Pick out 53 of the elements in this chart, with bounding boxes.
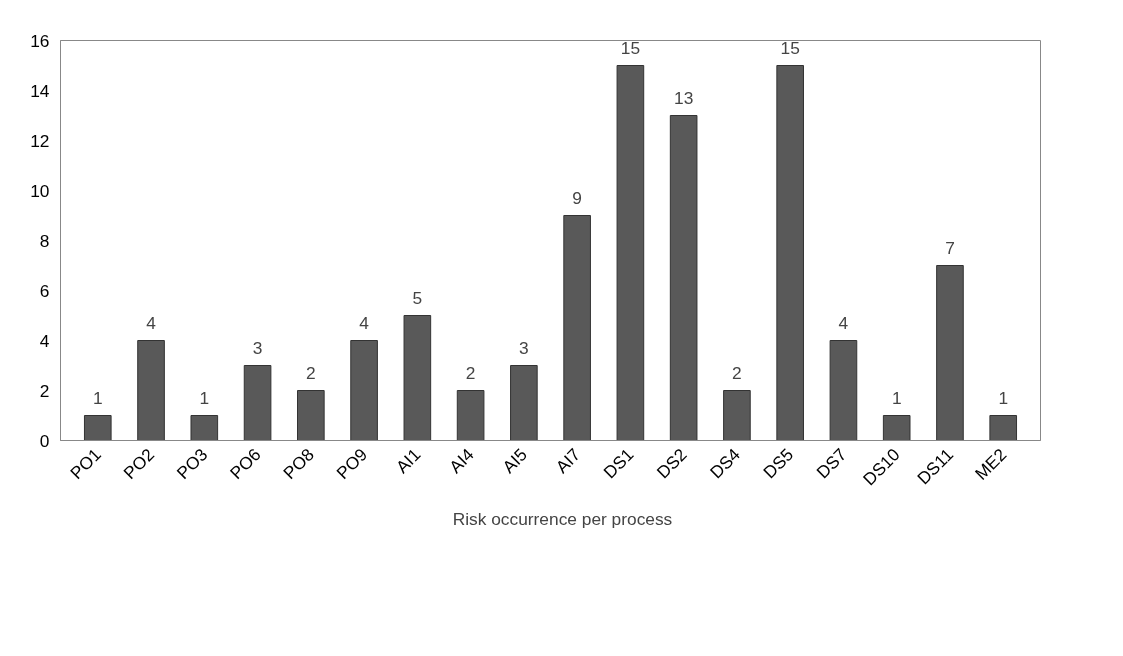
bar — [989, 415, 1018, 441]
data-label: 9 — [572, 187, 582, 208]
bar — [723, 390, 751, 441]
x-tick-label: DS1 — [599, 444, 638, 483]
bar — [403, 315, 432, 441]
bar — [350, 340, 378, 441]
y-tick-label: 4 — [39, 330, 50, 351]
bar — [137, 340, 165, 441]
data-label: 2 — [306, 362, 316, 383]
text: Risk occurrence per process — [452, 508, 673, 530]
y-tick-label: 12 — [30, 130, 50, 151]
x-tick-label: PO1 — [66, 444, 105, 484]
data-label: 13 — [674, 87, 694, 108]
bar — [243, 365, 272, 441]
data-label: 4 — [359, 312, 370, 333]
bar — [297, 390, 325, 441]
data-label: 15 — [780, 37, 800, 58]
y-tick-label: 6 — [39, 280, 50, 301]
data-label: 1 — [998, 387, 1009, 408]
data-label: 4 — [838, 312, 849, 333]
y-tick-label: 14 — [30, 80, 50, 101]
bar — [936, 265, 964, 441]
y-tick-label: 16 — [30, 30, 50, 51]
bar — [882, 415, 911, 441]
x-tick-label: DS2 — [652, 444, 691, 483]
x-tick-label: AI4 — [445, 444, 478, 477]
data-label: 2 — [732, 362, 742, 383]
y-tick-label: 8 — [39, 230, 50, 251]
x-tick-label: AI7 — [551, 444, 585, 477]
x-tick-label: AI5 — [498, 444, 531, 477]
bar — [83, 415, 112, 441]
data-label: 5 — [412, 287, 423, 308]
x-tick-label: AI1 — [391, 444, 425, 477]
data-label: 1 — [92, 387, 103, 408]
bar — [829, 340, 858, 441]
y-tick-label: 2 — [39, 380, 50, 401]
data-label: 1 — [891, 387, 902, 408]
bar — [616, 65, 645, 441]
data-label: 3 — [519, 337, 529, 358]
data-label: 4 — [146, 312, 157, 333]
data-label: 3 — [252, 337, 263, 358]
data-label: 2 — [465, 362, 476, 383]
data-label: 1 — [199, 387, 210, 408]
data-label: 15 — [620, 37, 641, 58]
bar — [510, 365, 538, 441]
bar — [563, 215, 591, 441]
bar — [190, 415, 219, 441]
bar — [456, 390, 485, 441]
data-label: 7 — [945, 237, 955, 258]
bar — [669, 115, 698, 441]
bar — [776, 65, 804, 441]
y-tick-label: 10 — [30, 180, 50, 201]
y-tick-label: 0 — [39, 430, 50, 451]
